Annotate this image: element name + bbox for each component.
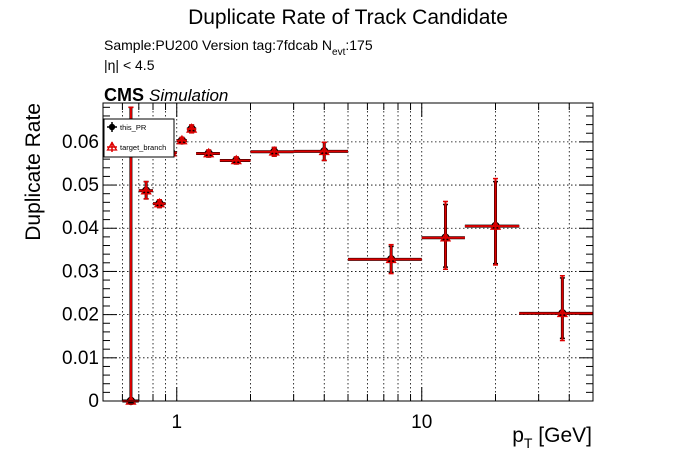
y-tick-label: 0 <box>88 391 99 412</box>
data-point <box>185 123 198 134</box>
legend-marker-triangle <box>106 141 118 151</box>
plot-frame <box>102 102 594 402</box>
data-point <box>138 180 154 200</box>
cms-label: CMS Simulation <box>104 85 228 105</box>
y-tick-label: 0.04 <box>62 218 99 239</box>
data-point <box>250 146 294 157</box>
data-point <box>293 141 348 162</box>
marker-triangle <box>140 184 152 195</box>
x-label-p: p <box>512 424 524 447</box>
data-point <box>464 177 520 266</box>
marker-triangle <box>268 146 280 156</box>
legend-label-target-branch: target_branch <box>120 143 166 152</box>
data-point <box>153 197 166 209</box>
marker-triangle <box>176 134 188 145</box>
marker-triangle <box>185 123 198 133</box>
data-point <box>519 275 593 342</box>
cms-text: CMS <box>104 85 144 105</box>
legend-label-this-pr: this_PR <box>120 123 147 132</box>
y-tick-label: 0.01 <box>62 348 99 369</box>
tick-labels: 1 10 0 0.01 0.02 0.03 0.04 0.05 0.06 <box>62 132 432 433</box>
grid-lines <box>102 103 594 402</box>
eta-cut: |η| < 4.5 <box>104 57 155 73</box>
sample-info: Sample:PU200 Version tag:7fdcab Nevt:175 <box>104 37 373 58</box>
y-tick-label: 0.02 <box>62 305 99 326</box>
y-tick-label: 0.06 <box>62 132 99 153</box>
marker-triangle <box>385 253 397 264</box>
legend-entry-this-pr: this_PR <box>107 122 147 132</box>
legend: this_PR target_branch <box>103 118 175 158</box>
y-tick-label: 0.03 <box>62 261 99 282</box>
y-axis-label: Duplicate Rate <box>22 103 45 241</box>
marker-triangle <box>556 307 569 318</box>
data-point <box>196 147 220 158</box>
marker-triangle <box>125 395 137 405</box>
marker-triangle <box>153 197 166 208</box>
legend-entry-target-branch: target_branch <box>106 141 166 152</box>
data-point <box>348 243 422 275</box>
simulation-text: Simulation <box>149 86 228 105</box>
chart-title: Duplicate Rate of Track Candidate <box>188 6 508 29</box>
marker-triangle <box>439 231 452 242</box>
legend-marker-circle <box>108 123 116 131</box>
sample-line: Sample:PU200 Version tag:7fdcab N <box>104 37 332 53</box>
nevt-value: :175 <box>345 37 372 53</box>
marker-triangle <box>318 145 330 156</box>
legend-box <box>103 118 175 158</box>
x-tick-label: 10 <box>411 412 432 433</box>
nevt-subscript: evt <box>332 47 346 58</box>
x-axis-label: pT [GeV] <box>512 424 592 451</box>
marker-triangle <box>230 154 242 165</box>
data-point <box>421 200 465 271</box>
y-tick-label: 0.05 <box>62 175 99 196</box>
x-label-unit: [GeV] <box>532 424 592 447</box>
marker-triangle <box>203 147 215 158</box>
data-point <box>219 154 251 165</box>
x-tick-label: 1 <box>171 412 182 433</box>
x-label-sub: T <box>524 435 533 451</box>
data-point <box>176 134 188 145</box>
marker-triangle <box>489 220 502 230</box>
